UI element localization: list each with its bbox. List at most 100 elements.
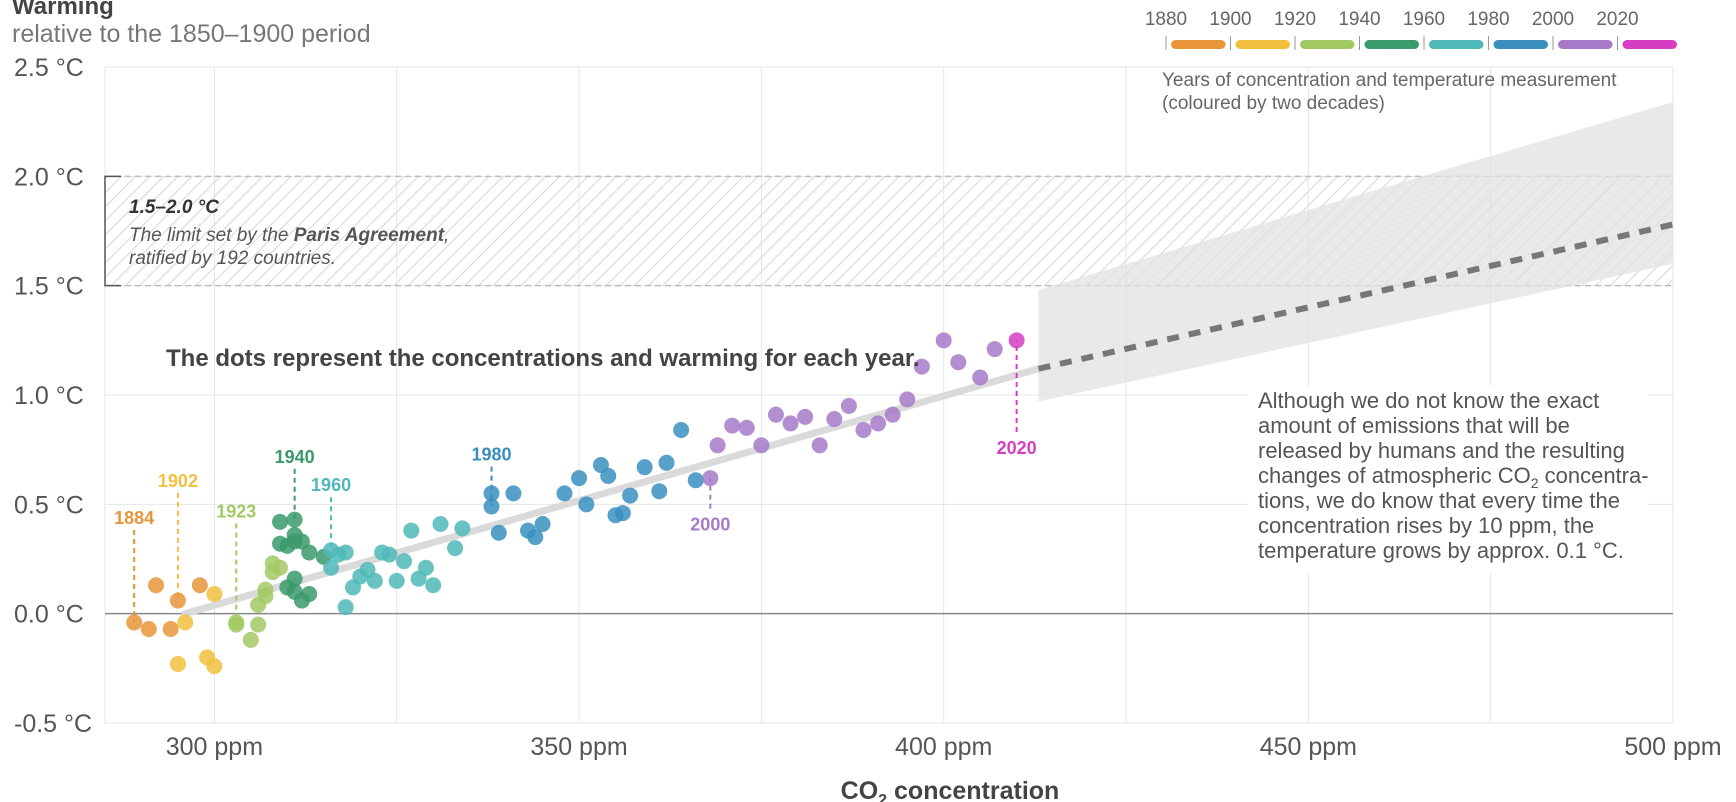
data-point xyxy=(425,577,442,594)
data-point xyxy=(381,546,398,563)
chart-subtitle: relative to the 1850–1900 period xyxy=(12,20,371,48)
legend-swatch xyxy=(1235,40,1290,49)
year-label: 1884 xyxy=(114,508,154,528)
right-note-line3: released by humans and the resulting xyxy=(1258,438,1625,463)
right-note-line6: concentration rises by 10 ppm, the xyxy=(1258,513,1594,538)
data-point xyxy=(148,577,165,594)
data-point xyxy=(556,485,573,502)
x-tick-label: 500 ppm xyxy=(1624,733,1721,761)
data-point xyxy=(636,459,653,476)
y-tick-label: 2.0 °C xyxy=(14,163,84,191)
legend-year-label: 1900 xyxy=(1209,9,1251,30)
data-point xyxy=(191,577,208,594)
dots-note: The dots represent the concentrations an… xyxy=(166,345,920,372)
right-note-line1: Although we do not know the exact xyxy=(1258,388,1599,413)
legend-year-label: 1980 xyxy=(1467,9,1509,30)
paris-band-text: 1.5–2.0 °C The limit set by the Paris Ag… xyxy=(129,197,449,269)
x-axis-label-sub: 2 xyxy=(878,792,887,802)
right-note-line5: tions, we do know that every time the xyxy=(1258,488,1620,513)
year-label: 2020 xyxy=(997,438,1037,458)
y-tick-label: 2.5 °C xyxy=(14,54,84,82)
right-note-line4: changes of atmospheric CO2 concentra- xyxy=(1258,463,1649,491)
data-point xyxy=(286,570,303,587)
data-point xyxy=(447,540,464,557)
data-point xyxy=(337,544,354,561)
y-tick-label: 0.5 °C xyxy=(14,491,84,519)
chart-title: Warming xyxy=(12,0,114,20)
band-line1: The limit set by the Paris Agreement, xyxy=(129,225,449,246)
year-label: 1980 xyxy=(472,445,512,465)
data-point xyxy=(483,498,500,515)
legend-swatch xyxy=(1171,40,1226,49)
band-title: 1.5–2.0 °C xyxy=(129,197,219,218)
band-line1-prefix: The limit set by the xyxy=(129,225,294,246)
data-point xyxy=(811,437,828,454)
data-point xyxy=(534,516,551,533)
projection-range-area xyxy=(1038,101,1673,402)
legend-year-label: 1920 xyxy=(1274,9,1316,30)
data-point xyxy=(206,585,223,602)
x-tick-label: 400 ppm xyxy=(895,733,992,761)
y-tick-label: 1.5 °C xyxy=(14,273,84,301)
axes: 2.5 °C 2.0 °C 1.5 °C 1.0 °C 0.5 °C 0.0 °C -0.5… xyxy=(14,54,1722,761)
data-point xyxy=(366,572,383,589)
data-point xyxy=(687,472,704,489)
data-point xyxy=(767,406,784,423)
data-points xyxy=(126,332,1025,675)
data-point xyxy=(206,658,223,675)
data-point xyxy=(454,520,471,537)
legend-swatch xyxy=(1493,40,1548,49)
data-point xyxy=(797,408,814,425)
data-point xyxy=(162,620,179,637)
right-note-line2: amount of emissions that will be xyxy=(1258,413,1570,438)
legend-swatch xyxy=(1300,40,1355,49)
data-point xyxy=(228,616,245,633)
x-tick-label: 300 ppm xyxy=(166,733,263,761)
right-note-background xyxy=(1248,386,1648,572)
data-point xyxy=(884,406,901,423)
data-point xyxy=(738,419,755,436)
legend-year-label: 1880 xyxy=(1145,9,1187,30)
data-point xyxy=(527,529,544,546)
data-point xyxy=(140,620,157,637)
year-label: 1940 xyxy=(275,447,315,467)
data-point xyxy=(490,524,507,541)
data-point xyxy=(272,559,289,576)
data-point xyxy=(972,369,989,386)
right-note-line4-main: changes of atmospheric CO xyxy=(1258,463,1531,488)
data-point xyxy=(826,411,843,428)
data-point xyxy=(286,511,303,528)
y-tick-label: 0.0 °C xyxy=(14,601,84,629)
right-note-line4-sub: 2 xyxy=(1531,475,1539,491)
year-label: 1960 xyxy=(311,475,351,495)
data-point xyxy=(272,513,289,530)
band-line1-suffix: , xyxy=(444,225,449,246)
data-point xyxy=(600,467,617,484)
right-note-line7: temperature grows by approx. 0.1 °C. xyxy=(1258,538,1624,563)
x-tick-label: 450 ppm xyxy=(1260,733,1357,761)
y-tick-label: 1.0 °C xyxy=(14,382,84,410)
year-label: 2000 xyxy=(690,515,730,535)
data-point xyxy=(257,588,274,605)
data-point xyxy=(658,454,675,471)
data-point xyxy=(337,599,354,616)
legend-swatch xyxy=(1364,40,1419,49)
right-note: Although we do not know the exact amount… xyxy=(1248,386,1649,572)
legend-note-line2: (coloured by two decades) xyxy=(1162,93,1385,114)
data-point xyxy=(986,341,1003,358)
data-point xyxy=(432,516,449,533)
data-point xyxy=(126,614,143,631)
paris-band-bracket xyxy=(104,175,121,287)
legend: 1880 1900 1920 1940 1960 1980 2000 2020 xyxy=(1145,9,1677,50)
data-point xyxy=(1008,332,1025,349)
data-point xyxy=(177,614,194,631)
data-point xyxy=(505,485,522,502)
data-point xyxy=(403,522,420,539)
projection-range xyxy=(1038,101,1673,402)
legend-year-label: 2020 xyxy=(1596,9,1638,30)
data-point xyxy=(578,496,595,513)
data-point xyxy=(571,470,588,487)
band-line1-bold: Paris Agreement xyxy=(294,225,445,246)
